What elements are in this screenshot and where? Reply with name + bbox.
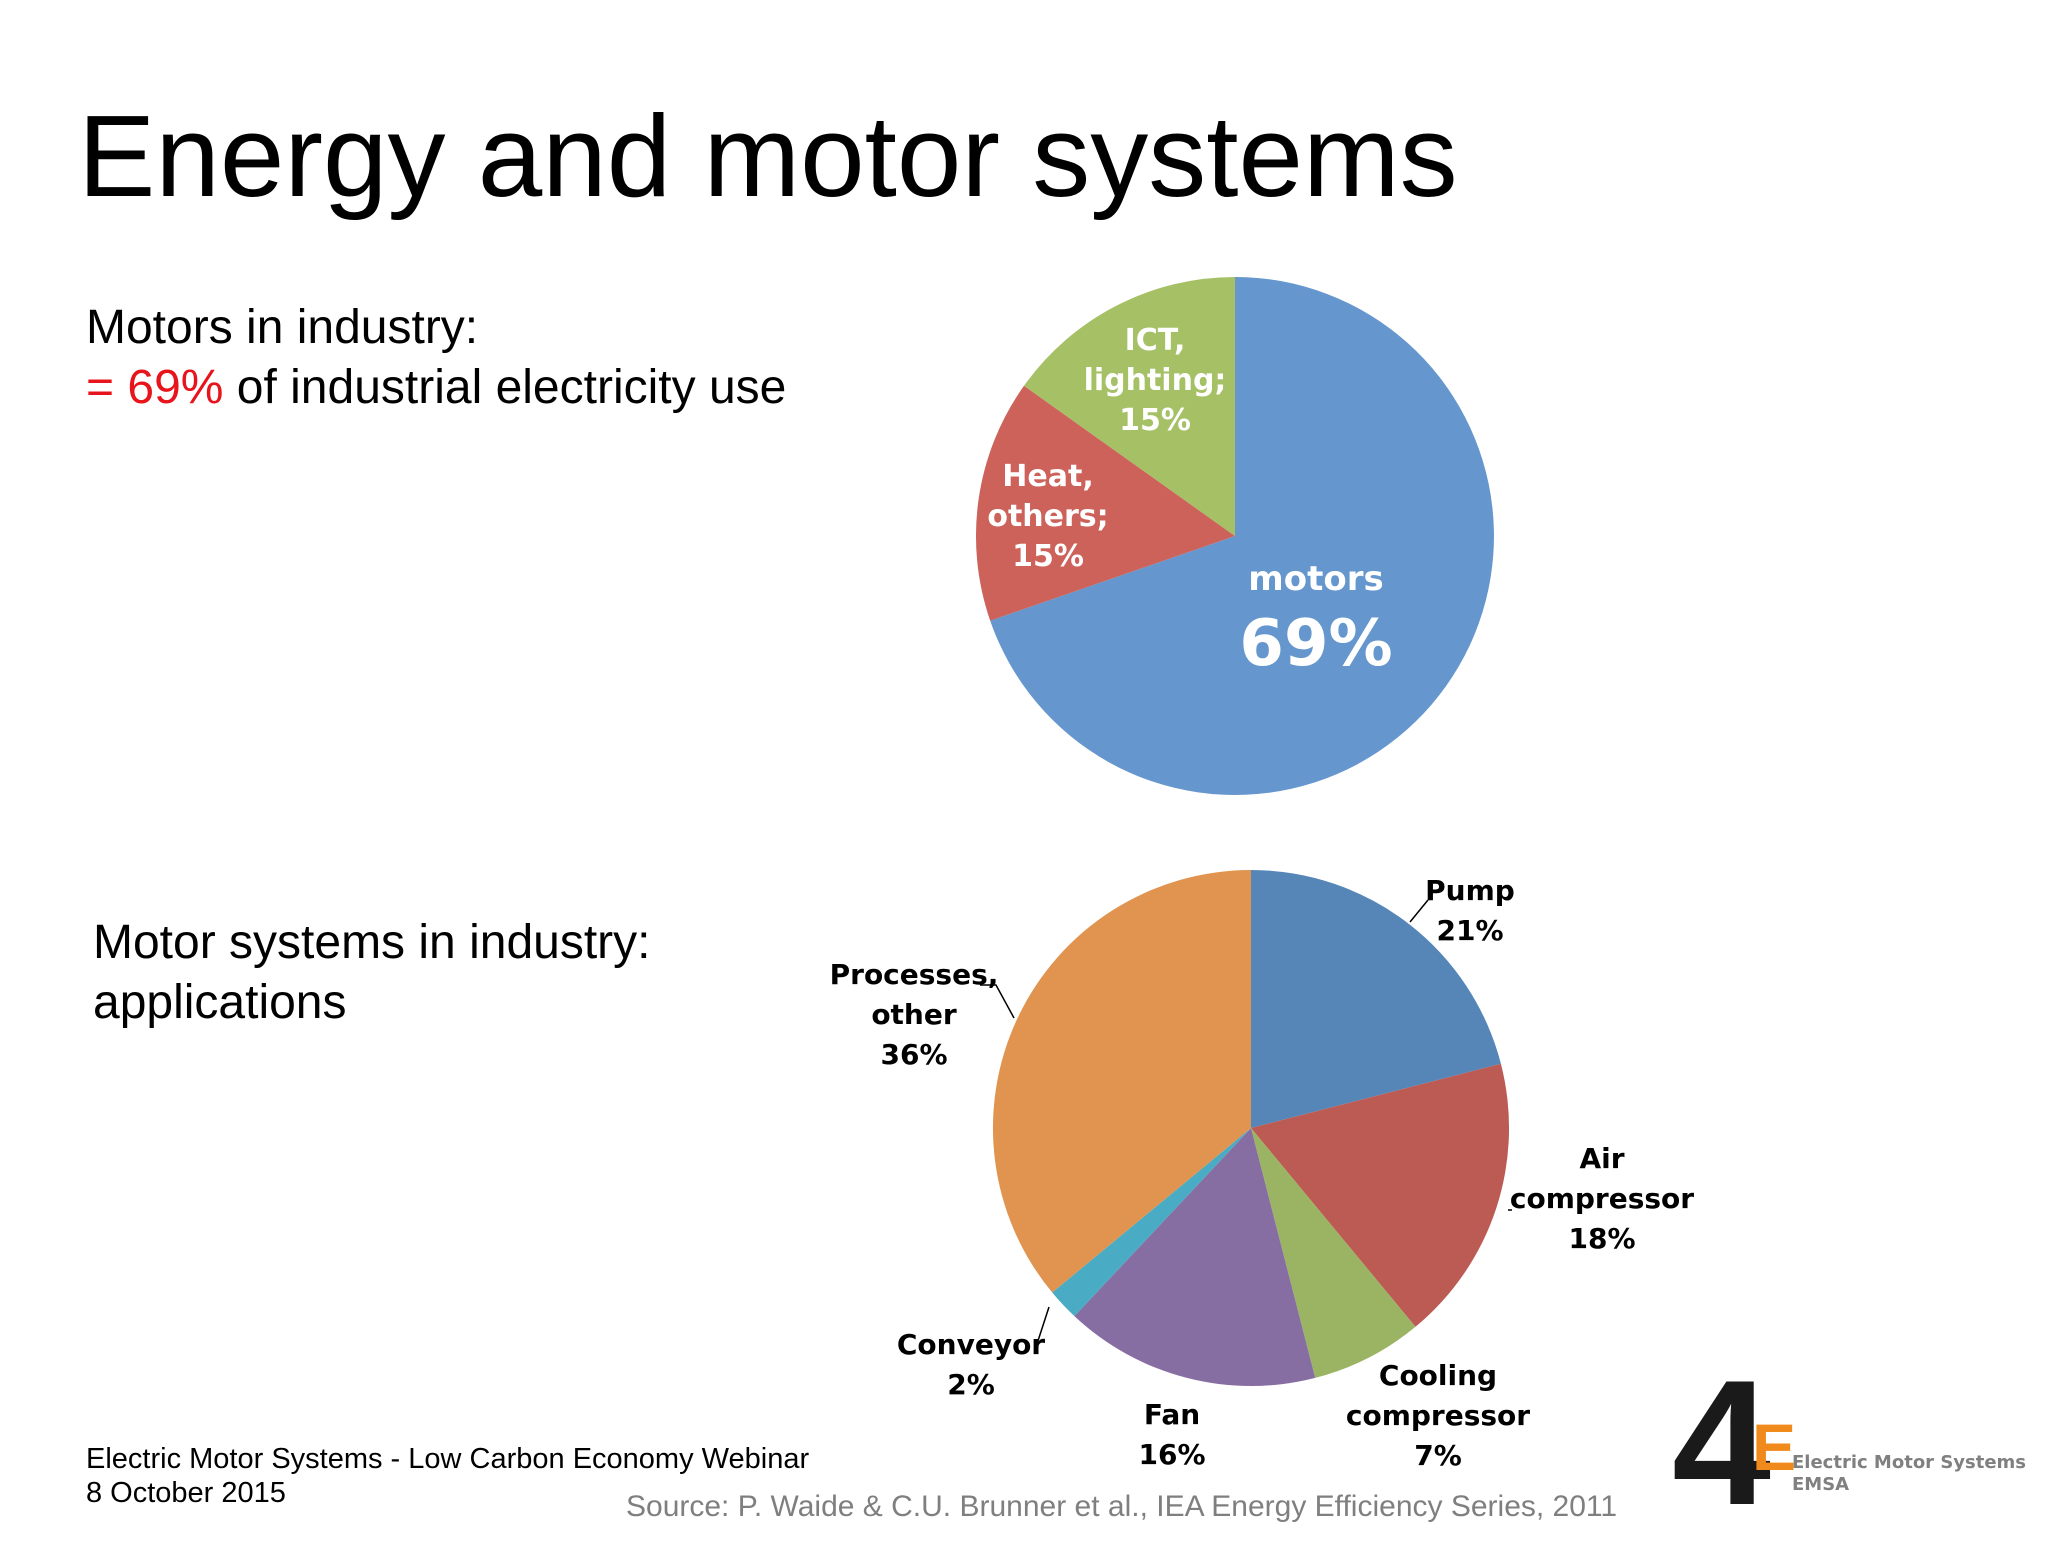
logo-caption-line2: EMSA [1792, 1474, 1850, 1495]
footer: Electric Motor Systems - Low Carbon Econ… [86, 1442, 809, 1510]
pie2-label-cooling-line2: compressor [1346, 1399, 1530, 1432]
pie1-label-heat-line1: Heat, [1002, 459, 1093, 494]
pie1-label-heat-line2: others; [987, 499, 1108, 534]
pie2-leader-processes [980, 984, 1015, 1019]
slide-title: Energy and motor systems [78, 91, 1458, 221]
pie2-label-cooling-line3: 7% [1414, 1439, 1462, 1472]
pie2-label-conveyor-line1: Conveyor [897, 1328, 1045, 1361]
motor-applications-subheading: applications [93, 976, 347, 1029]
pie2-label-conveyor-line2: 2% [947, 1368, 995, 1401]
logo-caption: Electric Motor Systems EMSA [1792, 1452, 2026, 1496]
pie2-leader-pump [1409, 899, 1429, 923]
pie2-label-fan-line1: Fan [1144, 1398, 1200, 1431]
pie2-label-air-line2: compressor [1510, 1182, 1694, 1215]
pie2-slice-fan [1074, 1128, 1316, 1387]
pie2-slice-conveyor [1052, 1128, 1251, 1317]
pie1-label-motors-line1: motors [1248, 559, 1383, 599]
logo-caption-line1: Electric Motor Systems [1792, 1452, 2027, 1473]
pie2-label-cooling-line1: Cooling [1379, 1359, 1497, 1392]
pie2-label-air-line1: Air [1579, 1142, 1624, 1175]
motors-share-rest: of industrial electricity use [223, 361, 787, 414]
pie2-label-processes-line2: other [871, 998, 957, 1031]
motors-share-highlight: = 69% [86, 361, 224, 414]
motor-applications-heading: Motor systems in industry: [93, 916, 651, 969]
source-citation: Source: P. Waide & C.U. Brunner et al., … [626, 1490, 1618, 1523]
pie1-label-ict-line3: 15% [1119, 403, 1191, 438]
pie2-label-air-line3: 18% [1568, 1222, 1635, 1255]
footer-event: Electric Motor Systems - Low Carbon Econ… [86, 1443, 810, 1475]
pie2-slice-air [1251, 1063, 1510, 1327]
pie1-slice-ict [1024, 277, 1235, 536]
logo-four-mark: 4 [1672, 1343, 1771, 1542]
pie2-slice-cooling [1251, 1128, 1416, 1378]
motors-in-industry-text: Motors in industry: = 69% of industrial … [86, 298, 786, 418]
logo-e-mark: E [1752, 1410, 1797, 1484]
pie2-label-processes-line1: Processes, [830, 958, 999, 991]
pie1-label-ict-line1: ICT, [1125, 323, 1186, 358]
pie1-label-heat-line3: 15% [1012, 539, 1084, 574]
motor-applications-text: Motor systems in industry: applications [93, 913, 650, 1033]
motors-in-industry-heading: Motors in industry: [86, 301, 479, 354]
pie2-slice-processes [992, 870, 1251, 1293]
pie1-label-ict-line2: lighting; [1084, 363, 1227, 398]
pie1-label-motors-line2: 69% [1239, 607, 1392, 681]
pie2-label-fan-line2: 16% [1138, 1438, 1205, 1471]
pie2-label-processes-line3: 36% [880, 1038, 947, 1071]
pie1-slice-motors [990, 277, 1494, 795]
pie2-label-pump-line1: Pump [1425, 874, 1515, 907]
motors-share-line: = 69% of industrial electricity use [86, 358, 786, 418]
pie2-slice-pump [1251, 870, 1501, 1128]
pie1-slice-heat [975, 385, 1235, 621]
pie2-leader-conveyor [1034, 1306, 1050, 1351]
emsa-logo: 4 E Electric Motor Systems EMSA [1672, 1354, 2026, 1532]
footer-date: 8 October 2015 [86, 1477, 286, 1509]
pie2-label-pump-line2: 21% [1436, 914, 1503, 947]
